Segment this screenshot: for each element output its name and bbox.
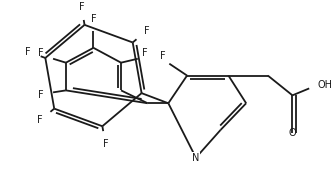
Text: F: F bbox=[38, 48, 44, 58]
Text: OH: OH bbox=[317, 81, 332, 90]
Text: F: F bbox=[144, 26, 150, 36]
Text: O: O bbox=[289, 128, 296, 138]
Text: N: N bbox=[192, 153, 200, 163]
Text: F: F bbox=[79, 2, 84, 12]
Text: F: F bbox=[91, 14, 96, 24]
Text: F: F bbox=[142, 48, 148, 58]
Text: F: F bbox=[160, 51, 165, 61]
Text: F: F bbox=[103, 139, 108, 149]
Text: F: F bbox=[38, 90, 44, 100]
Text: F: F bbox=[26, 47, 31, 57]
Text: F: F bbox=[38, 115, 43, 125]
